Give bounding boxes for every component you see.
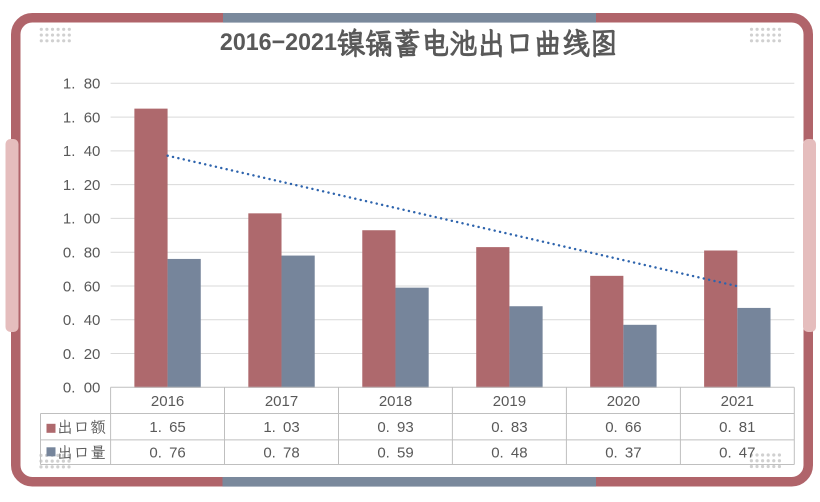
svg-text:0. 60: 0. 60 [63,278,101,295]
svg-text:2016−2021镍镉蓄电池出口曲线图: 2016−2021镍镉蓄电池出口曲线图 [220,27,618,61]
svg-text:0. 66: 0. 66 [605,419,641,436]
svg-text:2021: 2021 [721,393,754,410]
svg-text:2018: 2018 [379,393,412,410]
svg-text:2020: 2020 [607,393,640,410]
svg-text:1. 40: 1. 40 [63,143,101,160]
svg-text:出口额: 出口额 [57,420,107,437]
svg-text:1. 65: 1. 65 [149,419,185,436]
svg-text:2017: 2017 [265,393,298,410]
svg-text:0. 76: 0. 76 [149,445,185,462]
svg-text:0. 93: 0. 93 [377,419,413,436]
svg-text:1. 00: 1. 00 [63,211,101,228]
svg-text:0. 37: 0. 37 [605,445,641,462]
svg-text:0. 80: 0. 80 [63,244,101,261]
svg-text:出口量: 出口量 [57,445,107,462]
svg-text:0. 59: 0. 59 [377,445,413,462]
svg-text:0. 83: 0. 83 [491,419,527,436]
svg-text:1. 03: 1. 03 [263,419,299,436]
svg-text:0. 78: 0. 78 [263,445,299,462]
svg-text:2016: 2016 [151,393,184,410]
svg-text:0. 20: 0. 20 [63,346,101,363]
svg-text:0. 48: 0. 48 [491,445,527,462]
svg-text:0. 40: 0. 40 [63,312,101,329]
svg-text:2019: 2019 [493,393,526,410]
svg-text:0. 00: 0. 00 [63,380,101,397]
svg-text:0. 81: 0. 81 [719,419,755,436]
svg-text:0. 47: 0. 47 [719,445,755,462]
svg-text:1. 60: 1. 60 [63,109,101,126]
svg-text:1. 20: 1. 20 [63,177,101,194]
svg-text:1. 80: 1. 80 [63,76,101,93]
